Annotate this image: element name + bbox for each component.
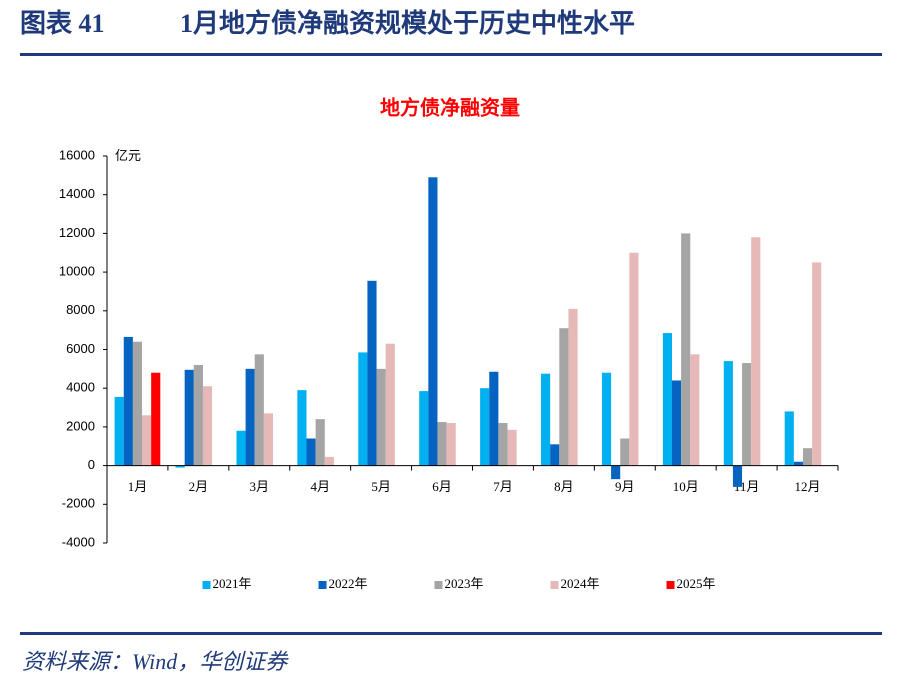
bar bbox=[751, 237, 761, 466]
legend-swatch bbox=[666, 581, 675, 589]
x-tick-label: 10月 bbox=[673, 479, 699, 494]
legend-label: 2021年 bbox=[213, 576, 252, 591]
bar bbox=[446, 423, 456, 466]
source: 资料来源：Wind，华创证券 bbox=[22, 649, 289, 674]
bar bbox=[297, 390, 307, 466]
x-tick-label: 3月 bbox=[250, 479, 270, 494]
x-tick-label: 5月 bbox=[371, 479, 391, 494]
bar bbox=[236, 430, 246, 466]
bar bbox=[507, 429, 517, 466]
bar bbox=[385, 343, 395, 466]
bar bbox=[784, 411, 794, 466]
bar bbox=[254, 354, 264, 466]
footer-rule bbox=[20, 632, 882, 635]
y-tick-label: -2000 bbox=[62, 496, 95, 511]
y-tick-label: 12000 bbox=[59, 225, 95, 240]
bar bbox=[114, 396, 124, 466]
bar bbox=[151, 372, 161, 466]
y-tick-label: -4000 bbox=[62, 534, 95, 549]
x-tick-label: 1月 bbox=[128, 479, 148, 494]
bar bbox=[793, 461, 803, 466]
y-tick-label: 10000 bbox=[59, 264, 95, 279]
x-tick-label: 4月 bbox=[310, 479, 330, 494]
bar bbox=[306, 438, 316, 466]
bar bbox=[498, 423, 508, 466]
x-tick-label: 9月 bbox=[615, 479, 635, 494]
bar bbox=[601, 372, 612, 466]
figure-label: 图表 41 bbox=[20, 9, 105, 38]
legend-label: 2022年 bbox=[329, 576, 368, 591]
bar bbox=[559, 328, 569, 466]
bar bbox=[568, 308, 578, 466]
x-tick-label: 12月 bbox=[795, 479, 821, 494]
bar bbox=[802, 448, 813, 466]
bar bbox=[419, 391, 429, 466]
y-tick-label: 16000 bbox=[59, 147, 95, 162]
bar bbox=[690, 354, 700, 466]
bar bbox=[812, 262, 822, 466]
bar bbox=[541, 373, 551, 466]
y-tick-label: 4000 bbox=[66, 380, 95, 395]
legend-swatch bbox=[550, 581, 559, 589]
y-tick-label: 2000 bbox=[66, 418, 95, 433]
bar bbox=[123, 336, 133, 466]
legend-label: 2024年 bbox=[561, 576, 600, 591]
bar bbox=[358, 352, 368, 466]
bar bbox=[315, 419, 325, 466]
bar bbox=[437, 422, 447, 466]
legend-swatch bbox=[202, 581, 211, 589]
bar bbox=[367, 280, 377, 466]
bar bbox=[480, 388, 490, 466]
x-tick-label: 2月 bbox=[189, 479, 209, 494]
bar bbox=[428, 177, 438, 466]
bar bbox=[611, 465, 621, 480]
bar bbox=[184, 369, 194, 466]
y-tick-label: 8000 bbox=[66, 302, 95, 317]
legend-swatch bbox=[318, 581, 327, 589]
legend-swatch bbox=[434, 581, 443, 589]
x-tick-label: 8月 bbox=[554, 479, 574, 494]
bar bbox=[263, 413, 273, 466]
x-tick-label: 6月 bbox=[432, 479, 452, 494]
bar bbox=[629, 252, 639, 466]
chart-title: 地方债净融资量 bbox=[380, 96, 520, 120]
x-tick-label: 7月 bbox=[493, 479, 513, 494]
bar bbox=[550, 444, 560, 466]
figure-title: 1月地方债净融资规模处于历史中性水平 bbox=[180, 8, 635, 38]
bar bbox=[489, 371, 499, 466]
y-tick-label: 6000 bbox=[66, 341, 95, 356]
legend-label: 2025年 bbox=[677, 576, 716, 591]
bar bbox=[681, 233, 691, 466]
bar bbox=[742, 363, 752, 466]
y-tick-label: 14000 bbox=[59, 186, 95, 201]
y-tick-label: 0 bbox=[88, 457, 95, 472]
header-rule bbox=[20, 53, 882, 56]
bar bbox=[142, 415, 152, 466]
bar bbox=[193, 364, 203, 466]
bar bbox=[324, 456, 334, 466]
bar bbox=[723, 361, 733, 466]
y-axis-unit: 亿元 bbox=[115, 148, 141, 163]
bar bbox=[245, 368, 255, 466]
legend-label: 2023年 bbox=[445, 576, 484, 591]
bar bbox=[620, 438, 630, 466]
bar bbox=[132, 341, 143, 466]
bar bbox=[175, 465, 185, 468]
bar bbox=[732, 465, 743, 487]
bar bbox=[672, 380, 682, 466]
bar bbox=[376, 368, 386, 466]
bar bbox=[662, 333, 673, 466]
bar bbox=[202, 386, 213, 466]
